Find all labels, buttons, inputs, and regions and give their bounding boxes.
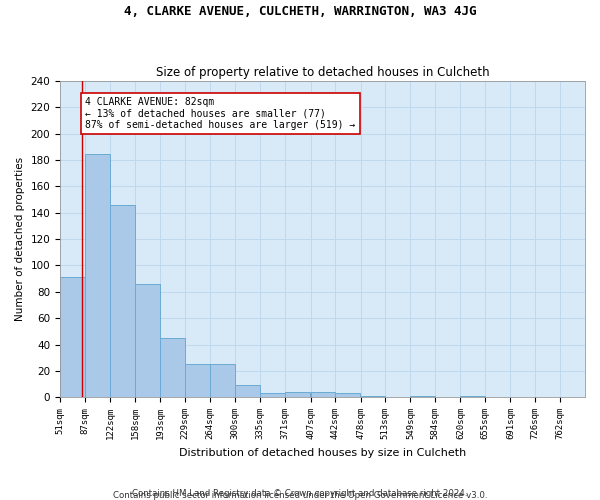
X-axis label: Distribution of detached houses by size in Culcheth: Distribution of detached houses by size … bbox=[179, 448, 466, 458]
Bar bbox=[260, 393, 284, 397]
Text: Contains public sector information licensed under the Open Government Licence v3: Contains public sector information licen… bbox=[113, 491, 487, 500]
Bar bbox=[311, 392, 335, 397]
Text: 4, CLARKE AVENUE, CULCHETH, WARRINGTON, WA3 4JG: 4, CLARKE AVENUE, CULCHETH, WARRINGTON, … bbox=[124, 5, 476, 18]
Bar bbox=[460, 396, 485, 397]
Bar bbox=[361, 396, 385, 397]
Text: Contains HM Land Registry data © Crown copyright and database right 2024.: Contains HM Land Registry data © Crown c… bbox=[132, 488, 468, 498]
Bar bbox=[235, 386, 260, 397]
Bar bbox=[185, 364, 210, 397]
Text: 4 CLARKE AVENUE: 82sqm
← 13% of detached houses are smaller (77)
87% of semi-det: 4 CLARKE AVENUE: 82sqm ← 13% of detached… bbox=[85, 97, 356, 130]
Y-axis label: Number of detached properties: Number of detached properties bbox=[15, 157, 25, 321]
Bar bbox=[410, 396, 435, 397]
Bar bbox=[85, 154, 110, 397]
Bar bbox=[285, 392, 310, 397]
Bar bbox=[136, 284, 160, 397]
Bar bbox=[210, 364, 235, 397]
Bar bbox=[335, 393, 360, 397]
Bar bbox=[110, 205, 134, 397]
Title: Size of property relative to detached houses in Culcheth: Size of property relative to detached ho… bbox=[156, 66, 490, 78]
Bar bbox=[60, 278, 85, 397]
Bar bbox=[160, 338, 185, 397]
